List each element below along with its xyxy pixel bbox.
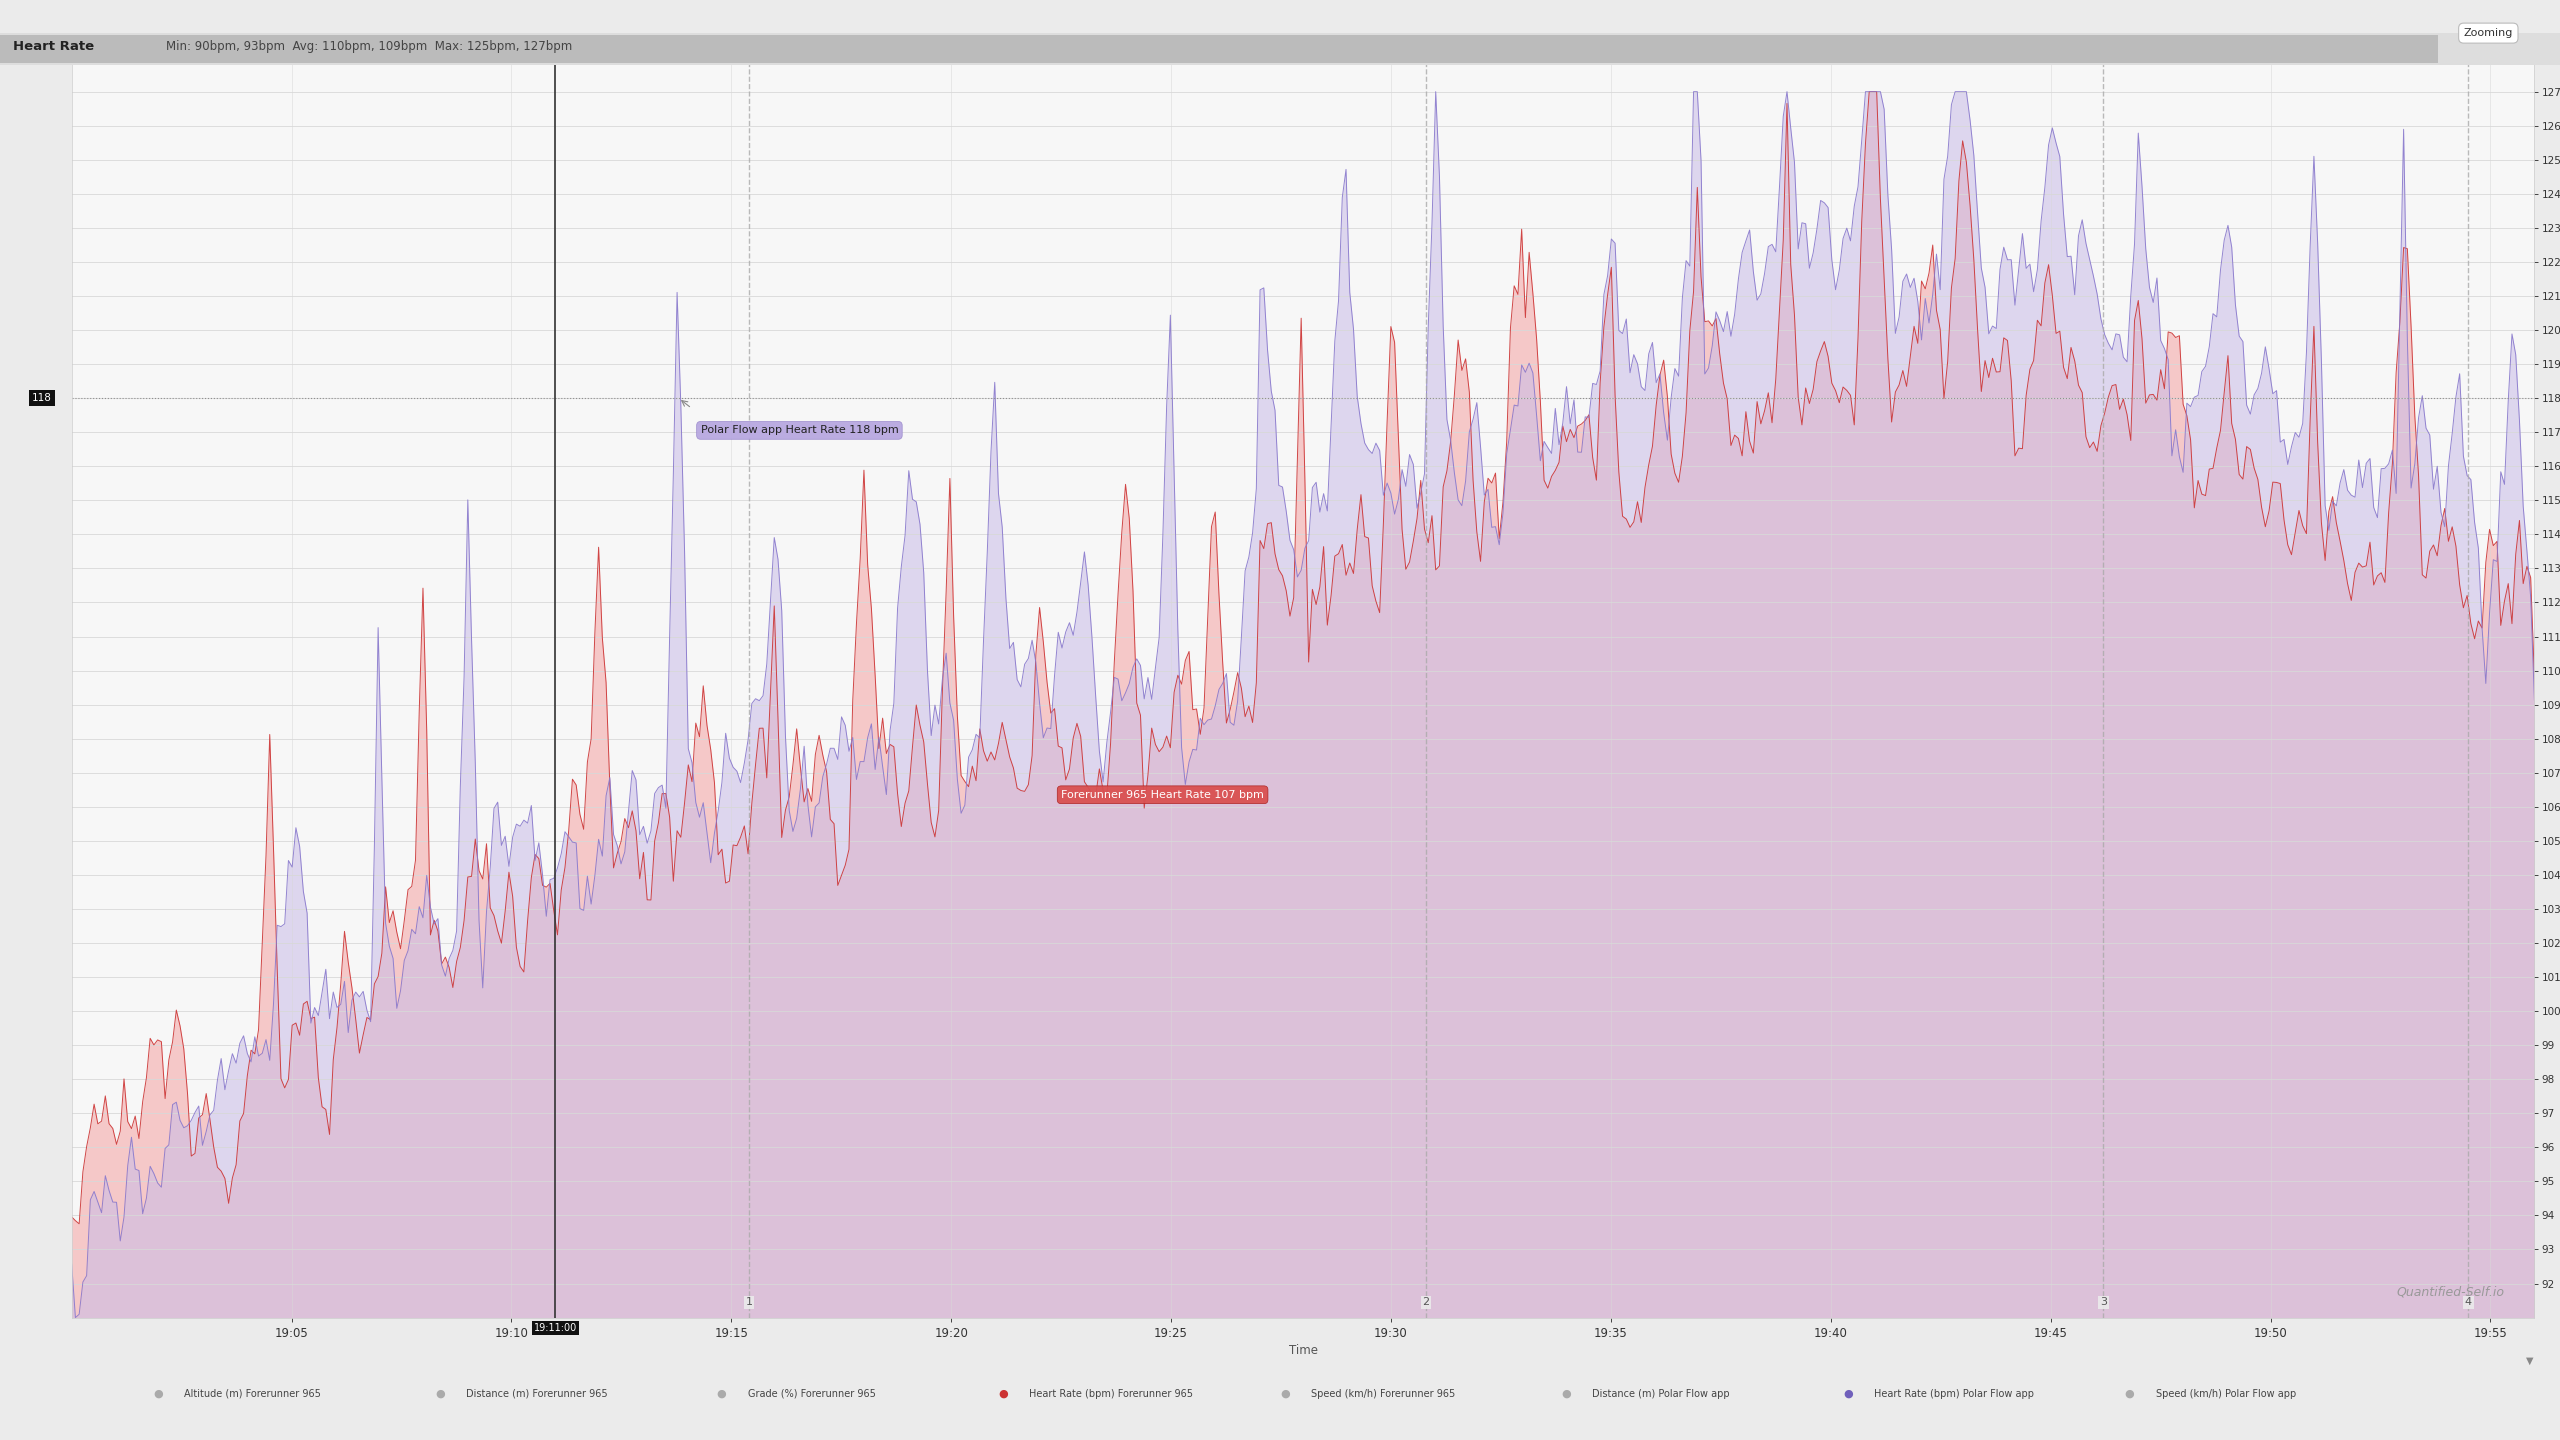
Text: ●: ● — [2125, 1390, 2135, 1398]
Text: ●: ● — [1562, 1390, 1572, 1398]
Text: Distance (m) Forerunner 965: Distance (m) Forerunner 965 — [466, 1390, 607, 1398]
Text: ●: ● — [435, 1390, 445, 1398]
Text: Speed (km/h) Polar Flow app: Speed (km/h) Polar Flow app — [2156, 1390, 2296, 1398]
Text: Distance (m) Polar Flow app: Distance (m) Polar Flow app — [1592, 1390, 1731, 1398]
Text: Heart Rate (bpm) Polar Flow app: Heart Rate (bpm) Polar Flow app — [1874, 1390, 2035, 1398]
Text: Speed (km/h) Forerunner 965: Speed (km/h) Forerunner 965 — [1311, 1390, 1454, 1398]
Text: 3: 3 — [2099, 1297, 2107, 1308]
Text: ▼: ▼ — [2527, 1356, 2532, 1365]
Text: ●: ● — [998, 1390, 1009, 1398]
X-axis label: Time: Time — [1288, 1344, 1318, 1356]
Text: 2: 2 — [1423, 1297, 1428, 1308]
Text: Zooming: Zooming — [2463, 29, 2514, 37]
Text: 1: 1 — [745, 1297, 753, 1308]
Text: Altitude (m) Forerunner 965: Altitude (m) Forerunner 965 — [184, 1390, 320, 1398]
Text: Heart Rate: Heart Rate — [13, 40, 95, 53]
Text: Min: 90bpm, 93bpm  Avg: 110bpm, 109bpm  Max: 125bpm, 127bpm: Min: 90bpm, 93bpm Avg: 110bpm, 109bpm Ma… — [166, 40, 573, 53]
Text: Quantified-Self.io: Quantified-Self.io — [2396, 1286, 2504, 1299]
Text: Heart Rate (bpm) Forerunner 965: Heart Rate (bpm) Forerunner 965 — [1029, 1390, 1193, 1398]
Text: ●: ● — [1843, 1390, 1853, 1398]
Text: 4: 4 — [2465, 1297, 2473, 1308]
Text: ●: ● — [154, 1390, 164, 1398]
Text: 19:11:00: 19:11:00 — [535, 1323, 576, 1332]
Text: Forerunner 965 Heart Rate 107 bpm: Forerunner 965 Heart Rate 107 bpm — [1062, 789, 1265, 799]
Text: 118: 118 — [33, 393, 51, 403]
Text: ●: ● — [717, 1390, 727, 1398]
Text: Polar Flow app Heart Rate 118 bpm: Polar Flow app Heart Rate 118 bpm — [701, 425, 899, 435]
Text: Grade (%) Forerunner 965: Grade (%) Forerunner 965 — [748, 1390, 876, 1398]
Text: ●: ● — [1280, 1390, 1290, 1398]
